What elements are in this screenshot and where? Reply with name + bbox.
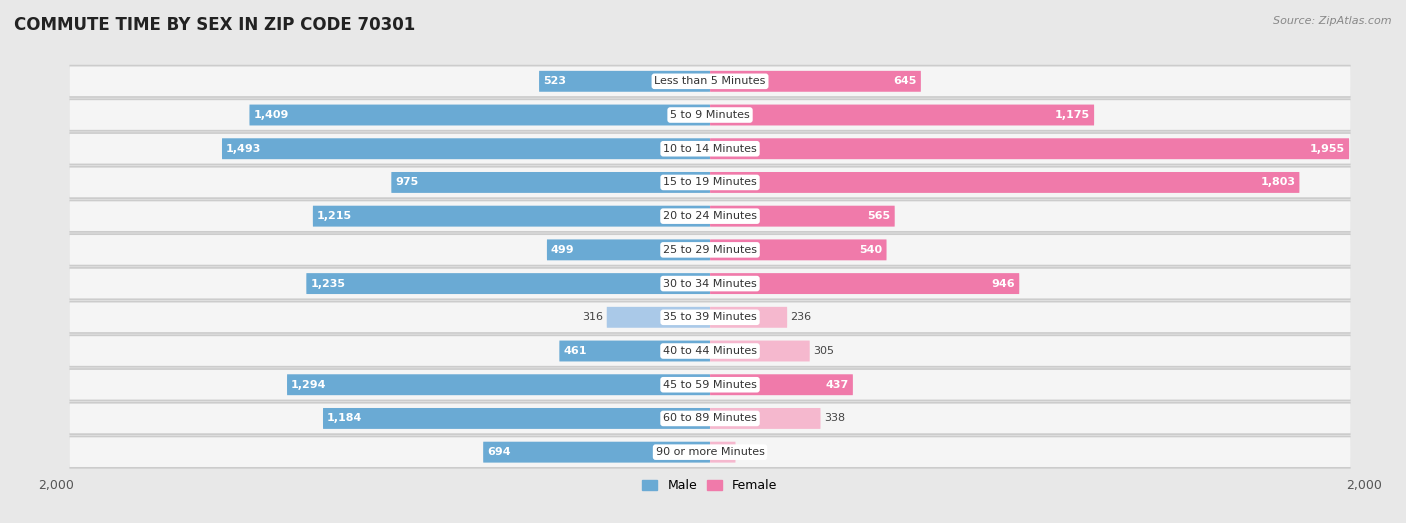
FancyBboxPatch shape — [69, 335, 1351, 368]
Text: 338: 338 — [824, 414, 845, 424]
FancyBboxPatch shape — [69, 235, 1351, 265]
FancyBboxPatch shape — [69, 200, 1351, 233]
Text: 523: 523 — [543, 76, 567, 86]
Text: 540: 540 — [859, 245, 883, 255]
FancyBboxPatch shape — [710, 442, 735, 463]
FancyBboxPatch shape — [710, 273, 1019, 294]
FancyBboxPatch shape — [710, 172, 1299, 193]
FancyBboxPatch shape — [547, 240, 710, 260]
FancyBboxPatch shape — [69, 437, 1351, 467]
FancyBboxPatch shape — [710, 340, 810, 361]
Text: 305: 305 — [813, 346, 834, 356]
Text: 946: 946 — [991, 279, 1015, 289]
FancyBboxPatch shape — [69, 436, 1351, 469]
FancyBboxPatch shape — [710, 307, 787, 328]
Text: 694: 694 — [486, 447, 510, 457]
FancyBboxPatch shape — [607, 307, 710, 328]
Text: 975: 975 — [395, 177, 419, 187]
FancyBboxPatch shape — [69, 301, 1351, 334]
Text: 1,215: 1,215 — [316, 211, 352, 221]
Text: 565: 565 — [868, 211, 891, 221]
FancyBboxPatch shape — [484, 442, 710, 463]
Text: 236: 236 — [790, 312, 811, 322]
FancyBboxPatch shape — [69, 167, 1351, 197]
FancyBboxPatch shape — [69, 267, 1351, 300]
FancyBboxPatch shape — [307, 273, 710, 294]
Text: 1,409: 1,409 — [253, 110, 288, 120]
FancyBboxPatch shape — [69, 336, 1351, 366]
FancyBboxPatch shape — [69, 302, 1351, 332]
Text: 25 to 29 Minutes: 25 to 29 Minutes — [664, 245, 756, 255]
Text: 1,955: 1,955 — [1310, 144, 1346, 154]
FancyBboxPatch shape — [222, 138, 710, 159]
Text: 90 or more Minutes: 90 or more Minutes — [655, 447, 765, 457]
Text: Source: ZipAtlas.com: Source: ZipAtlas.com — [1274, 16, 1392, 26]
FancyBboxPatch shape — [69, 233, 1351, 266]
Text: Less than 5 Minutes: Less than 5 Minutes — [654, 76, 766, 86]
Text: 20 to 24 Minutes: 20 to 24 Minutes — [664, 211, 756, 221]
Text: 1,235: 1,235 — [311, 279, 346, 289]
Text: 1,184: 1,184 — [328, 414, 363, 424]
Text: 437: 437 — [825, 380, 849, 390]
FancyBboxPatch shape — [69, 269, 1351, 299]
FancyBboxPatch shape — [560, 340, 710, 361]
FancyBboxPatch shape — [710, 240, 887, 260]
FancyBboxPatch shape — [69, 134, 1351, 164]
Text: 40 to 44 Minutes: 40 to 44 Minutes — [664, 346, 756, 356]
Text: 45 to 59 Minutes: 45 to 59 Minutes — [664, 380, 756, 390]
FancyBboxPatch shape — [69, 66, 1351, 96]
FancyBboxPatch shape — [391, 172, 710, 193]
FancyBboxPatch shape — [69, 201, 1351, 231]
FancyBboxPatch shape — [710, 408, 821, 429]
Text: 499: 499 — [551, 245, 575, 255]
FancyBboxPatch shape — [287, 374, 710, 395]
FancyBboxPatch shape — [538, 71, 710, 92]
Text: 10 to 14 Minutes: 10 to 14 Minutes — [664, 144, 756, 154]
FancyBboxPatch shape — [69, 166, 1351, 199]
FancyBboxPatch shape — [710, 138, 1350, 159]
FancyBboxPatch shape — [710, 206, 894, 226]
Text: 316: 316 — [582, 312, 603, 322]
Text: 1,175: 1,175 — [1054, 110, 1090, 120]
Text: 15 to 19 Minutes: 15 to 19 Minutes — [664, 177, 756, 187]
FancyBboxPatch shape — [323, 408, 710, 429]
Text: 1,294: 1,294 — [291, 380, 326, 390]
FancyBboxPatch shape — [710, 105, 1094, 126]
FancyBboxPatch shape — [69, 100, 1351, 130]
FancyBboxPatch shape — [69, 98, 1351, 132]
FancyBboxPatch shape — [69, 370, 1351, 400]
Text: 60 to 89 Minutes: 60 to 89 Minutes — [664, 414, 756, 424]
FancyBboxPatch shape — [314, 206, 710, 226]
Text: 1,493: 1,493 — [226, 144, 262, 154]
Text: 645: 645 — [894, 76, 917, 86]
Text: 1,803: 1,803 — [1261, 177, 1295, 187]
FancyBboxPatch shape — [710, 71, 921, 92]
Text: 78: 78 — [738, 447, 754, 457]
Legend: Male, Female: Male, Female — [637, 474, 783, 497]
FancyBboxPatch shape — [69, 404, 1351, 433]
FancyBboxPatch shape — [69, 65, 1351, 98]
FancyBboxPatch shape — [69, 402, 1351, 435]
FancyBboxPatch shape — [710, 374, 853, 395]
FancyBboxPatch shape — [69, 368, 1351, 401]
Text: 5 to 9 Minutes: 5 to 9 Minutes — [671, 110, 749, 120]
FancyBboxPatch shape — [69, 132, 1351, 165]
Text: 461: 461 — [564, 346, 586, 356]
Text: COMMUTE TIME BY SEX IN ZIP CODE 70301: COMMUTE TIME BY SEX IN ZIP CODE 70301 — [14, 16, 415, 33]
Text: 35 to 39 Minutes: 35 to 39 Minutes — [664, 312, 756, 322]
FancyBboxPatch shape — [249, 105, 710, 126]
Text: 30 to 34 Minutes: 30 to 34 Minutes — [664, 279, 756, 289]
